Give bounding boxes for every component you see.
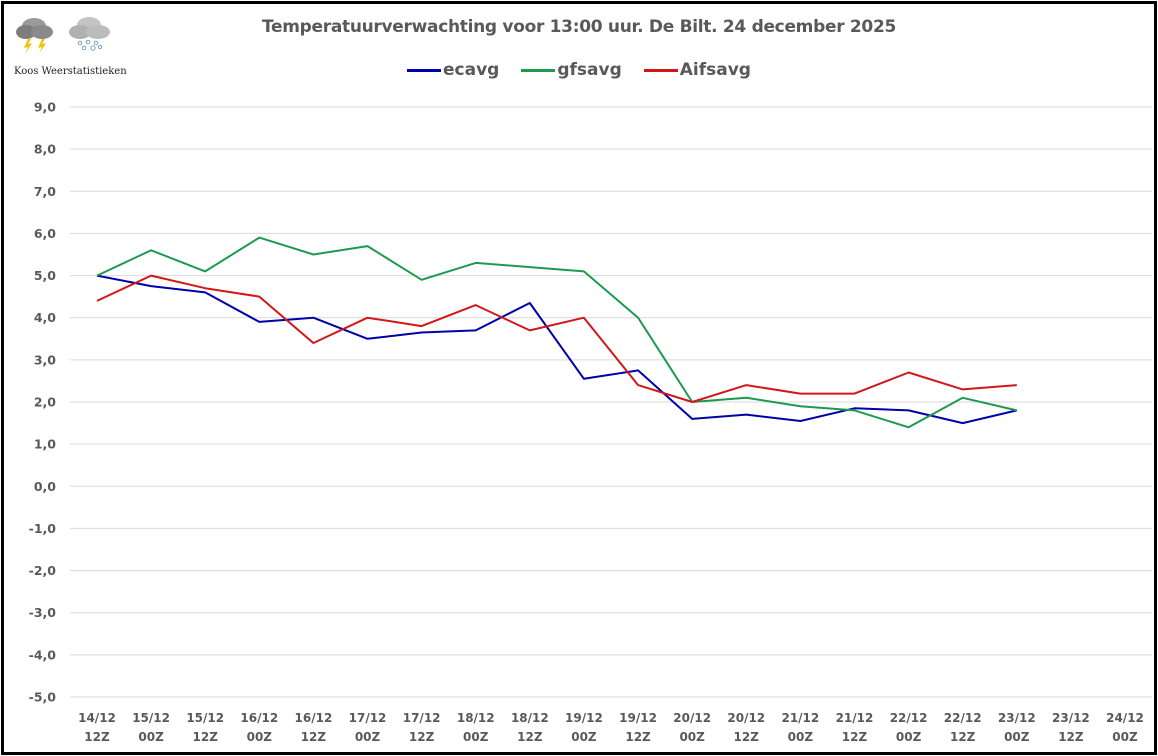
x-tick-date: 20/12 bbox=[727, 711, 765, 725]
x-tick-date: 18/12 bbox=[457, 711, 495, 725]
x-tick-run: 00Z bbox=[788, 730, 814, 744]
x-tick-date: 15/12 bbox=[132, 711, 170, 725]
x-tick-run: 12Z bbox=[84, 730, 110, 744]
legend-swatch-gfsavg bbox=[521, 68, 556, 72]
x-tick-run: 00Z bbox=[247, 730, 273, 744]
y-tick-label: -5,0 bbox=[29, 690, 57, 705]
y-tick-label: -3,0 bbox=[29, 605, 57, 620]
thunderstorm-cloud-icon bbox=[16, 18, 53, 54]
chart-title: Temperatuurverwachting voor 13:00 uur. D… bbox=[261, 17, 897, 37]
x-tick-run: 12Z bbox=[1058, 730, 1084, 744]
x-tick-run: 00Z bbox=[138, 730, 164, 744]
weather-logo bbox=[16, 17, 110, 54]
x-tick-date: 16/12 bbox=[295, 711, 333, 725]
x-tick-date: 15/12 bbox=[186, 711, 224, 725]
y-tick-label: 6,0 bbox=[34, 226, 56, 241]
x-tick-run: 00Z bbox=[1004, 730, 1030, 744]
x-tick-run: 12Z bbox=[409, 730, 435, 744]
y-tick-label: 0,0 bbox=[34, 479, 56, 494]
brand-name: Koos Weerstatistieken bbox=[14, 66, 127, 77]
snow-cloud-icon bbox=[69, 17, 110, 51]
x-tick-date: 22/12 bbox=[890, 711, 928, 725]
x-tick-date: 21/12 bbox=[836, 711, 874, 725]
x-tick-run: 12Z bbox=[842, 730, 868, 744]
x-tick-run: 00Z bbox=[1112, 730, 1138, 744]
series-line-aifsavg bbox=[96, 274, 1017, 403]
y-tick-label: 4,0 bbox=[34, 310, 56, 325]
y-tick-label: -4,0 bbox=[29, 647, 57, 662]
x-tick-run: 12Z bbox=[734, 730, 760, 744]
legend-label-aifsavg: Aifsavg bbox=[679, 60, 751, 80]
x-tick-date: 19/12 bbox=[619, 711, 657, 725]
x-tick-date: 23/12 bbox=[1052, 711, 1090, 725]
chart-legend: ecavg gfsavg Aifsavg bbox=[0, 60, 1158, 80]
x-tick-run: 12Z bbox=[193, 730, 219, 744]
x-tick-run: 00Z bbox=[463, 730, 489, 744]
legend-swatch-aifsavg bbox=[643, 68, 678, 72]
x-tick-date: 21/12 bbox=[781, 711, 819, 725]
series-line-ecavg bbox=[96, 274, 1018, 425]
x-tick-date: 20/12 bbox=[673, 711, 711, 725]
x-tick-date: 19/12 bbox=[565, 711, 603, 725]
x-tick-date: 23/12 bbox=[998, 711, 1036, 725]
y-tick-label: 7,0 bbox=[34, 184, 56, 199]
y-tick-label: 9,0 bbox=[34, 100, 56, 115]
x-tick-run: 12Z bbox=[301, 730, 327, 744]
series-line-gfsavg bbox=[96, 236, 1018, 429]
x-tick-date: 17/12 bbox=[349, 711, 387, 725]
y-tick-label: 5,0 bbox=[34, 268, 56, 283]
y-tick-label: 3,0 bbox=[34, 352, 56, 367]
legend-label-gfsavg: gfsavg bbox=[557, 60, 622, 80]
x-tick-run: 12Z bbox=[950, 730, 976, 744]
legend-item-aifsavg: Aifsavg bbox=[643, 60, 751, 80]
x-tick-date: 16/12 bbox=[240, 711, 278, 725]
x-tick-run: 00Z bbox=[355, 730, 381, 744]
x-tick-run: 12Z bbox=[517, 730, 543, 744]
y-tick-label: -1,0 bbox=[29, 521, 57, 536]
x-tick-date: 22/12 bbox=[944, 711, 982, 725]
legend-item-ecavg: ecavg bbox=[407, 60, 499, 80]
x-tick-run: 12Z bbox=[625, 730, 651, 744]
y-tick-label: -2,0 bbox=[29, 563, 57, 578]
x-tick-run: 00Z bbox=[896, 730, 922, 744]
x-tick-run: 00Z bbox=[571, 730, 597, 744]
x-tick-date: 17/12 bbox=[403, 711, 441, 725]
x-tick-date: 24/12 bbox=[1106, 711, 1144, 725]
y-tick-label: 8,0 bbox=[34, 142, 56, 157]
x-tick-run: 00Z bbox=[679, 730, 705, 744]
legend-label-ecavg: ecavg bbox=[443, 60, 500, 80]
legend-item-gfsavg: gfsavg bbox=[521, 60, 622, 80]
y-tick-label: 2,0 bbox=[34, 395, 56, 410]
x-tick-date: 14/12 bbox=[78, 711, 116, 725]
legend-swatch-ecavg bbox=[407, 68, 441, 72]
y-tick-label: 1,0 bbox=[34, 437, 56, 452]
x-tick-date: 18/12 bbox=[511, 711, 549, 725]
